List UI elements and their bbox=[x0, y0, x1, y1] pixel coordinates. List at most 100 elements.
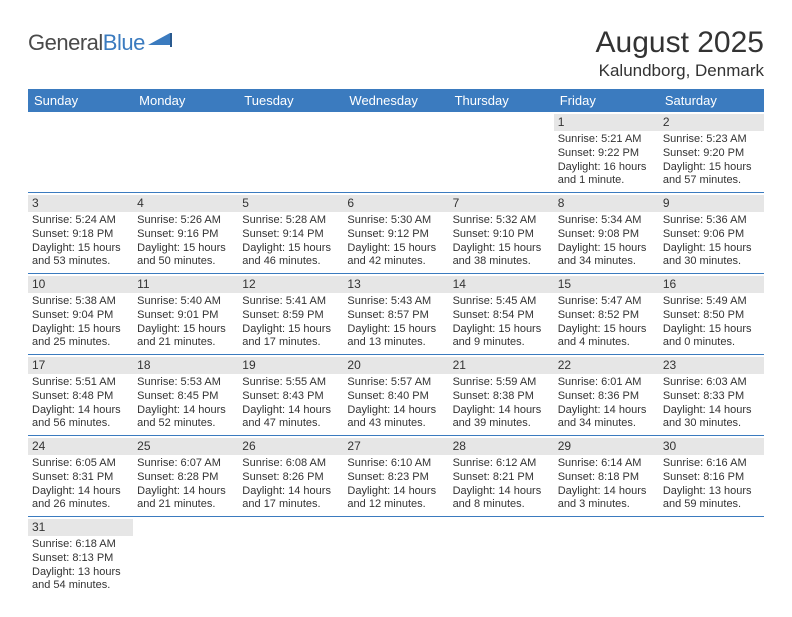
sunrise-label: Sunrise: 6:18 AM bbox=[32, 538, 129, 552]
daylight-label: Daylight: 14 hours bbox=[242, 404, 339, 418]
sunrise-label: Sunrise: 5:21 AM bbox=[558, 133, 655, 147]
sunrise-label: Sunrise: 5:51 AM bbox=[32, 376, 129, 390]
day-number: 4 bbox=[133, 195, 238, 212]
daylight-label: Daylight: 15 hours bbox=[347, 323, 444, 337]
calendar-cell: 17Sunrise: 5:51 AMSunset: 8:48 PMDayligh… bbox=[28, 355, 133, 436]
sunset-label: Sunset: 8:38 PM bbox=[453, 390, 550, 404]
daylight-label: and 46 minutes. bbox=[242, 255, 339, 269]
daylight-label: and 50 minutes. bbox=[137, 255, 234, 269]
daylight-label: Daylight: 15 hours bbox=[242, 242, 339, 256]
daylight-label: Daylight: 15 hours bbox=[137, 323, 234, 337]
day-number: 2 bbox=[659, 114, 764, 131]
calendar-cell: 9Sunrise: 5:36 AMSunset: 9:06 PMDaylight… bbox=[659, 193, 764, 274]
calendar-cell: 2Sunrise: 5:23 AMSunset: 9:20 PMDaylight… bbox=[659, 112, 764, 193]
daylight-label: Daylight: 14 hours bbox=[453, 404, 550, 418]
sunset-label: Sunset: 9:20 PM bbox=[663, 147, 760, 161]
sunrise-label: Sunrise: 6:10 AM bbox=[347, 457, 444, 471]
daylight-label: and 17 minutes. bbox=[242, 498, 339, 512]
day-number: 8 bbox=[554, 195, 659, 212]
daylight-label: Daylight: 15 hours bbox=[453, 323, 550, 337]
sunrise-label: Sunrise: 6:05 AM bbox=[32, 457, 129, 471]
daylight-label: Daylight: 14 hours bbox=[347, 485, 444, 499]
day-header: Saturday bbox=[659, 89, 764, 112]
sunset-label: Sunset: 9:14 PM bbox=[242, 228, 339, 242]
calendar-cell: 27Sunrise: 6:10 AMSunset: 8:23 PMDayligh… bbox=[343, 436, 448, 517]
daylight-label: Daylight: 15 hours bbox=[558, 323, 655, 337]
sunrise-label: Sunrise: 5:32 AM bbox=[453, 214, 550, 228]
sunrise-label: Sunrise: 5:49 AM bbox=[663, 295, 760, 309]
page-title: August 2025 bbox=[596, 26, 764, 59]
daylight-label: Daylight: 14 hours bbox=[137, 485, 234, 499]
sunrise-label: Sunrise: 5:24 AM bbox=[32, 214, 129, 228]
day-number: 5 bbox=[238, 195, 343, 212]
day-number: 22 bbox=[554, 357, 659, 374]
calendar-cell: 26Sunrise: 6:08 AMSunset: 8:26 PMDayligh… bbox=[238, 436, 343, 517]
calendar-cell: 12Sunrise: 5:41 AMSunset: 8:59 PMDayligh… bbox=[238, 274, 343, 355]
sunset-label: Sunset: 8:26 PM bbox=[242, 471, 339, 485]
calendar-row: 3Sunrise: 5:24 AMSunset: 9:18 PMDaylight… bbox=[28, 193, 764, 274]
day-number: 27 bbox=[343, 438, 448, 455]
calendar-cell: 1Sunrise: 5:21 AMSunset: 9:22 PMDaylight… bbox=[554, 112, 659, 193]
sunrise-label: Sunrise: 5:30 AM bbox=[347, 214, 444, 228]
day-number: 23 bbox=[659, 357, 764, 374]
sunset-label: Sunset: 9:01 PM bbox=[137, 309, 234, 323]
day-number: 14 bbox=[449, 276, 554, 293]
sunrise-label: Sunrise: 5:59 AM bbox=[453, 376, 550, 390]
daylight-label: Daylight: 14 hours bbox=[32, 485, 129, 499]
calendar-cell bbox=[449, 112, 554, 193]
day-number: 31 bbox=[28, 519, 133, 536]
day-number: 28 bbox=[449, 438, 554, 455]
sunrise-label: Sunrise: 5:45 AM bbox=[453, 295, 550, 309]
flag-icon bbox=[148, 31, 174, 54]
sunset-label: Sunset: 9:18 PM bbox=[32, 228, 129, 242]
sunrise-label: Sunrise: 5:41 AM bbox=[242, 295, 339, 309]
day-number: 24 bbox=[28, 438, 133, 455]
sunset-label: Sunset: 8:57 PM bbox=[347, 309, 444, 323]
calendar-cell bbox=[238, 112, 343, 193]
daylight-label: and 25 minutes. bbox=[32, 336, 129, 350]
calendar-cell: 4Sunrise: 5:26 AMSunset: 9:16 PMDaylight… bbox=[133, 193, 238, 274]
calendar-cell: 7Sunrise: 5:32 AMSunset: 9:10 PMDaylight… bbox=[449, 193, 554, 274]
calendar-cell bbox=[343, 517, 448, 598]
day-header: Monday bbox=[133, 89, 238, 112]
calendar-cell: 11Sunrise: 5:40 AMSunset: 9:01 PMDayligh… bbox=[133, 274, 238, 355]
day-number: 15 bbox=[554, 276, 659, 293]
day-header: Friday bbox=[554, 89, 659, 112]
daylight-label: and 13 minutes. bbox=[347, 336, 444, 350]
calendar-cell bbox=[659, 517, 764, 598]
logo: GeneralBlue bbox=[28, 30, 174, 56]
daylight-label: and 56 minutes. bbox=[32, 417, 129, 431]
daylight-label: and 3 minutes. bbox=[558, 498, 655, 512]
day-number: 18 bbox=[133, 357, 238, 374]
sunset-label: Sunset: 9:12 PM bbox=[347, 228, 444, 242]
day-number: 19 bbox=[238, 357, 343, 374]
daylight-label: and 52 minutes. bbox=[137, 417, 234, 431]
daylight-label: Daylight: 15 hours bbox=[558, 242, 655, 256]
calendar-cell: 15Sunrise: 5:47 AMSunset: 8:52 PMDayligh… bbox=[554, 274, 659, 355]
daylight-label: Daylight: 15 hours bbox=[663, 161, 760, 175]
day-number: 29 bbox=[554, 438, 659, 455]
calendar-cell: 29Sunrise: 6:14 AMSunset: 8:18 PMDayligh… bbox=[554, 436, 659, 517]
daylight-label: Daylight: 16 hours bbox=[558, 161, 655, 175]
day-number: 30 bbox=[659, 438, 764, 455]
sunset-label: Sunset: 8:48 PM bbox=[32, 390, 129, 404]
day-header: Thursday bbox=[449, 89, 554, 112]
day-header: Wednesday bbox=[343, 89, 448, 112]
sunrise-label: Sunrise: 6:16 AM bbox=[663, 457, 760, 471]
daylight-label: and 57 minutes. bbox=[663, 174, 760, 188]
daylight-label: and 34 minutes. bbox=[558, 255, 655, 269]
daylight-label: Daylight: 14 hours bbox=[242, 485, 339, 499]
calendar-cell: 18Sunrise: 5:53 AMSunset: 8:45 PMDayligh… bbox=[133, 355, 238, 436]
sunrise-label: Sunrise: 6:07 AM bbox=[137, 457, 234, 471]
sunrise-label: Sunrise: 5:53 AM bbox=[137, 376, 234, 390]
sunrise-label: Sunrise: 6:01 AM bbox=[558, 376, 655, 390]
calendar-cell: 3Sunrise: 5:24 AMSunset: 9:18 PMDaylight… bbox=[28, 193, 133, 274]
daylight-label: and 30 minutes. bbox=[663, 417, 760, 431]
sunset-label: Sunset: 8:13 PM bbox=[32, 552, 129, 566]
day-number: 7 bbox=[449, 195, 554, 212]
day-header-row: Sunday Monday Tuesday Wednesday Thursday… bbox=[28, 89, 764, 112]
daylight-label: Daylight: 15 hours bbox=[137, 242, 234, 256]
sunset-label: Sunset: 8:31 PM bbox=[32, 471, 129, 485]
logo-text-2: Blue bbox=[103, 30, 145, 55]
calendar-cell bbox=[238, 517, 343, 598]
